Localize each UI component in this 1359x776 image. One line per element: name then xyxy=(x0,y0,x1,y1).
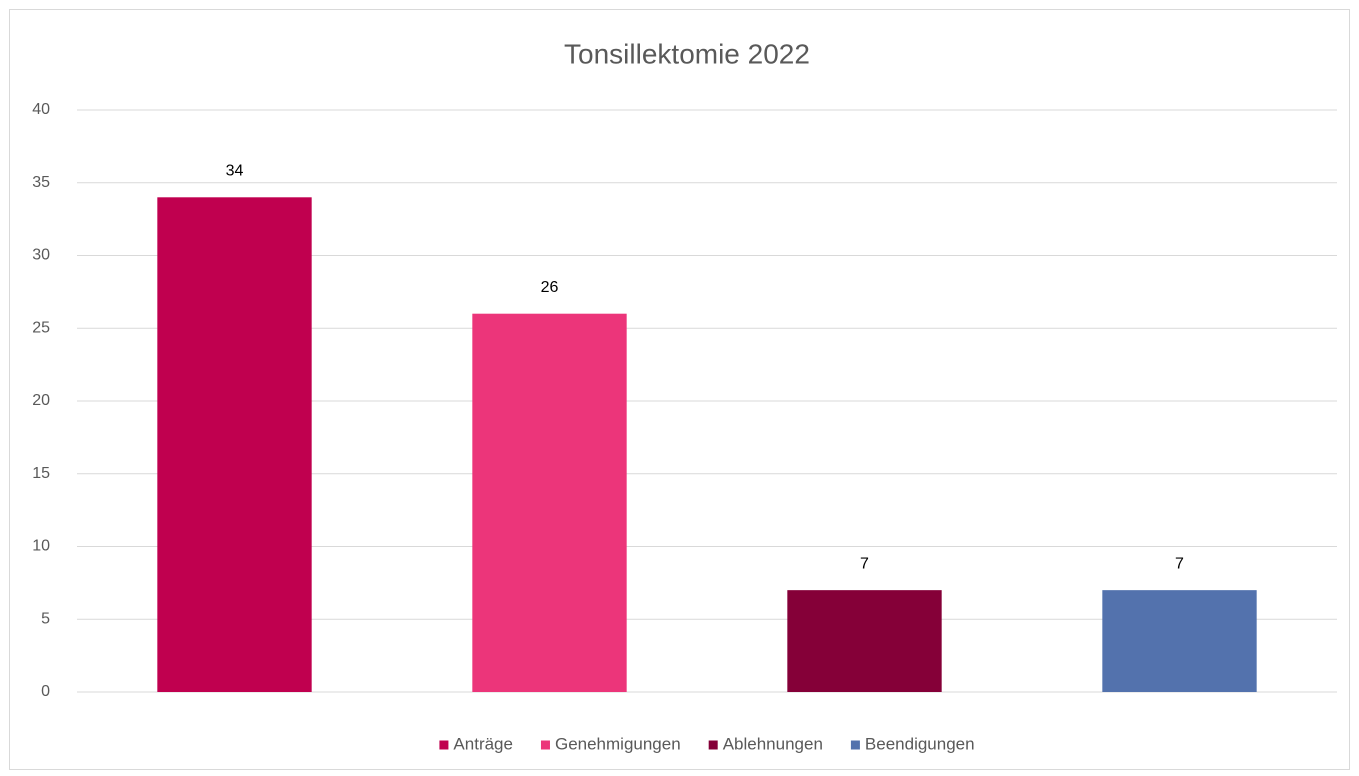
data-label: 7 xyxy=(860,555,869,572)
legend-swatch xyxy=(708,740,718,750)
y-tick-label: 15 xyxy=(32,465,50,482)
y-tick-label: 35 xyxy=(32,174,50,191)
y-tick-label: 25 xyxy=(32,319,50,336)
bar xyxy=(787,590,942,692)
bar xyxy=(1102,590,1257,692)
legend-label: Genehmigungen xyxy=(555,734,681,753)
y-tick-label: 40 xyxy=(32,101,50,118)
y-tick-label: 0 xyxy=(41,683,50,700)
legend-label: Beendigungen xyxy=(865,734,975,753)
bar xyxy=(157,197,312,693)
data-label: 26 xyxy=(541,279,559,296)
y-tick-label: 5 xyxy=(41,610,50,627)
chart-title: Tonsillektomie 2022 xyxy=(564,38,810,69)
legend-label: Anträge xyxy=(453,734,513,753)
data-label: 34 xyxy=(226,163,244,180)
legend-swatch xyxy=(540,740,550,750)
y-tick-label: 10 xyxy=(32,538,50,555)
legend-swatch xyxy=(439,740,449,750)
legend-label: Ablehnungen xyxy=(723,734,823,753)
y-tick-label: 30 xyxy=(32,247,50,264)
data-label: 7 xyxy=(1175,555,1184,572)
y-tick-label: 20 xyxy=(32,392,50,409)
legend-swatch xyxy=(850,740,860,750)
bar xyxy=(472,313,627,692)
